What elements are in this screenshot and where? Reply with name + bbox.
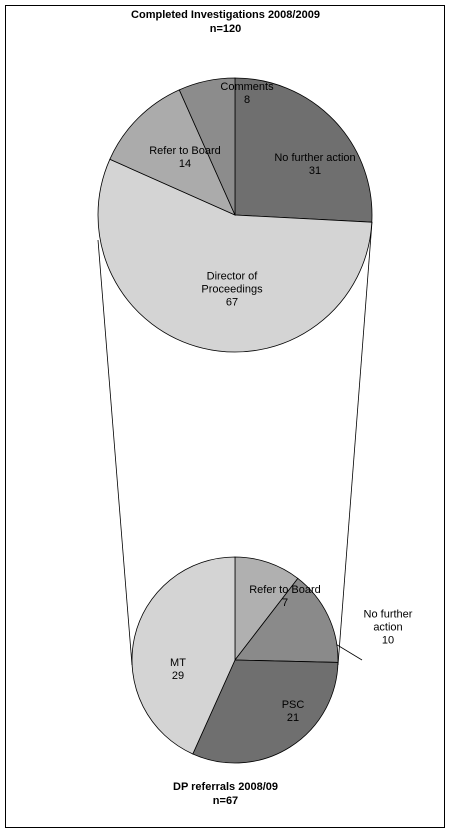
connector (97, 239, 133, 666)
pie-slice (178, 77, 236, 216)
pie-slice (109, 89, 236, 216)
chart-title-text: DP referrals 2008/09 (173, 781, 278, 793)
slice-label: No further action 10 (358, 609, 418, 648)
slice-name: MT (170, 657, 186, 669)
chart-subtitle: n=120 (209, 23, 242, 35)
slice-label: No further action 31 (265, 152, 365, 178)
chart-subtitle: n=67 (212, 795, 239, 807)
slice-label: PSC 21 (263, 699, 323, 725)
chart-title: Completed Investigations 2008/2009 n=120 (0, 8, 451, 36)
pie-slice (234, 577, 339, 663)
slice-name: No further action (363, 608, 413, 634)
slice-value: 8 (243, 94, 251, 106)
chart-title: DP referrals 2008/09 n=67 (0, 780, 451, 808)
slice-value: 67 (225, 296, 239, 309)
slice-value: 7 (281, 597, 289, 609)
slice-label: Refer to Board 14 (145, 145, 225, 171)
pie-slice (192, 659, 339, 764)
slice-value: 10 (381, 634, 395, 647)
slice-value: 29 (171, 670, 185, 682)
slice-value: 31 (308, 165, 322, 177)
slice-value: 14 (178, 158, 192, 170)
slice-label: Refer to Board 7 (240, 584, 330, 610)
slice-name: No further action (274, 152, 356, 164)
chart-title-text: Completed Investigations 2008/2009 (131, 9, 320, 21)
slice-label: Director of Proceedings 67 (187, 271, 277, 310)
slice-label: MT 29 (148, 657, 208, 683)
frame (5, 5, 445, 828)
pie-slice (131, 556, 236, 755)
pie-slice (97, 158, 373, 353)
slice-name: PSC (281, 699, 305, 711)
slice-value: 21 (286, 712, 300, 724)
connector (337, 221, 373, 666)
slice-name: Director of Proceedings (201, 270, 263, 296)
slice-name: Refer to Board (149, 145, 221, 157)
pie-slice (234, 77, 373, 223)
slice-name: Comments (220, 81, 274, 93)
slice-label: Comments 8 (207, 81, 287, 107)
slice-name: Refer to Board (249, 584, 321, 596)
